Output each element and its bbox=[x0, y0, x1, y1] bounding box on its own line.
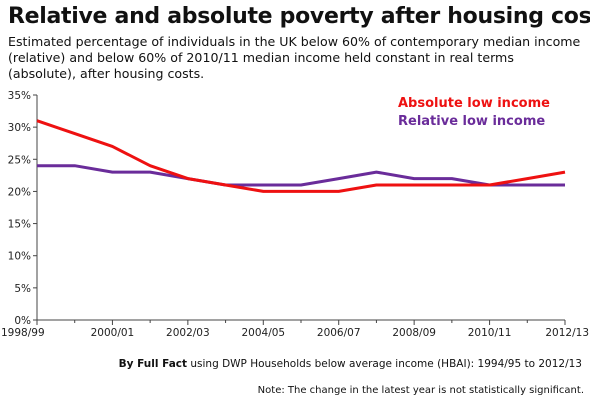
x-tick-label: 2000/01 bbox=[91, 327, 135, 339]
x-tick-label: 2004/05 bbox=[241, 327, 285, 339]
y-tick-label: 25% bbox=[8, 154, 31, 166]
x-tick-label: 2010/11 bbox=[468, 327, 512, 339]
x-tick-label: 2006/07 bbox=[317, 327, 361, 339]
chart-subtitle: Estimated percentage of individuals in t… bbox=[8, 34, 581, 81]
x-tick-label: 2012/13 bbox=[545, 327, 589, 339]
legend-entry-absolute-low-income: Absolute low income bbox=[398, 96, 550, 111]
x-tick-label: 2002/03 bbox=[166, 327, 210, 339]
x-tick-label: 2008/09 bbox=[392, 327, 436, 339]
footnote: Note: The change in the latest year is n… bbox=[257, 385, 584, 396]
chart-title: Relative and absolute poverty after hous… bbox=[8, 4, 590, 29]
series-line-relative-low-income bbox=[37, 164, 565, 187]
source-credit: By Full Fact using DWP Households below … bbox=[119, 358, 582, 370]
source-prefix: By Full Fact bbox=[118, 358, 188, 370]
y-tick-label: 20% bbox=[8, 186, 31, 198]
source-text: using DWP Households below average incom… bbox=[187, 358, 582, 370]
y-tick-label: 0% bbox=[14, 315, 31, 327]
chart-series bbox=[36, 119, 566, 193]
y-tick-label: 35% bbox=[8, 90, 31, 102]
legend-entry-relative-low-income: Relative low income bbox=[398, 114, 545, 129]
y-tick-label: 5% bbox=[14, 283, 31, 295]
x-tick-label: 1998/99 bbox=[1, 327, 45, 339]
y-tick-label: 30% bbox=[8, 122, 31, 134]
y-tick-label: 15% bbox=[8, 219, 31, 231]
chart-legend: Absolute low income Relative low income bbox=[398, 96, 550, 129]
y-tick-label: 10% bbox=[8, 251, 31, 263]
series-line-absolute-low-income bbox=[36, 119, 566, 193]
chart-axes: 0% 5% 10% 15% 20% 25% 30% 35% 1998/99 2000/01 2002… bbox=[1, 90, 589, 339]
